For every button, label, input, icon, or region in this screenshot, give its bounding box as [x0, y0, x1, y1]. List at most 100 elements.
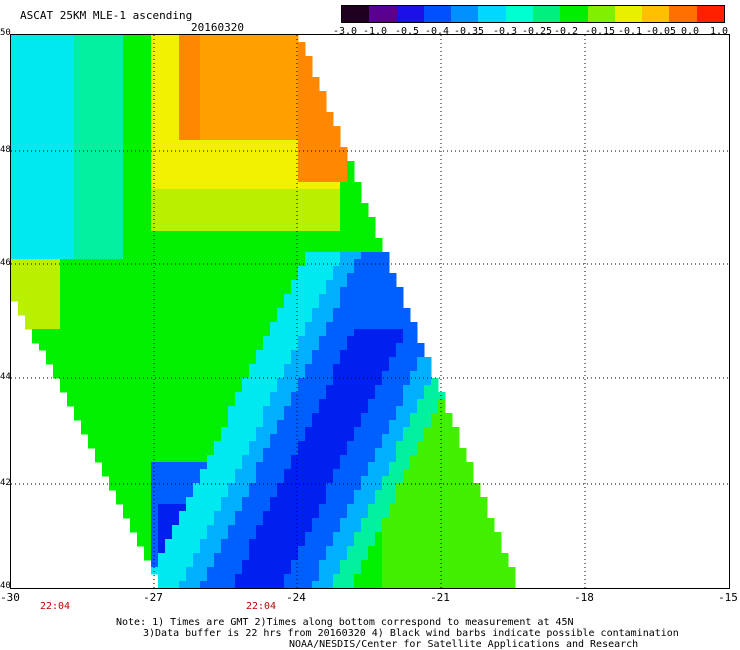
swath-cell	[319, 329, 327, 337]
swath-cell	[179, 420, 187, 428]
swath-cell	[256, 497, 264, 505]
swath-cell	[277, 35, 285, 43]
swath-cell	[67, 231, 75, 239]
swath-cell	[123, 357, 131, 365]
swath-cell	[151, 147, 159, 155]
swath-cell	[312, 357, 320, 365]
swath-cell	[291, 273, 299, 281]
swath-cell	[326, 539, 334, 547]
swath-cell	[200, 350, 208, 358]
swath-cell	[361, 413, 369, 421]
swath-cell	[39, 273, 47, 281]
swath-cell	[326, 119, 334, 127]
swath-cell	[67, 392, 75, 400]
swath-cell	[403, 567, 411, 575]
swath-cell	[116, 343, 124, 351]
swath-cell	[249, 294, 257, 302]
swath-cell	[305, 567, 313, 575]
swath-cell	[186, 91, 194, 99]
swath-cell	[242, 413, 250, 421]
swath-cell	[347, 525, 355, 533]
swath-cell	[214, 511, 222, 519]
swath-cell	[249, 567, 257, 575]
swath-cell	[361, 336, 369, 344]
swath-cell	[74, 378, 82, 386]
swath-cell	[368, 322, 376, 330]
swath-cell	[207, 238, 215, 246]
swath-cell	[200, 469, 208, 477]
swath-cell	[417, 378, 425, 386]
swath-cell	[263, 378, 271, 386]
swath-cell	[368, 280, 376, 288]
swath-cell	[102, 161, 110, 169]
swath-cell	[25, 203, 33, 211]
swath-cell	[116, 84, 124, 92]
swath-cell	[25, 259, 33, 267]
swath-cell	[312, 133, 320, 141]
swath-cell	[354, 378, 362, 386]
swath-cell	[158, 315, 166, 323]
swath-cell	[389, 287, 397, 295]
swath-cell	[228, 483, 236, 491]
swath-cell	[445, 560, 453, 568]
swath-cell	[438, 406, 446, 414]
swath-cell	[263, 56, 271, 64]
swath-cell	[319, 413, 327, 421]
swath-cell	[137, 98, 145, 106]
swath-cell	[151, 560, 159, 568]
swath-cell	[95, 63, 103, 71]
swath-cell	[165, 126, 173, 134]
swath-cell	[368, 413, 376, 421]
swath-cell	[382, 371, 390, 379]
swath-cell	[228, 259, 236, 267]
swath-cell	[340, 483, 348, 491]
swath-cell	[389, 371, 397, 379]
swath-cell	[81, 336, 89, 344]
swath-cell	[18, 217, 26, 225]
swath-cell	[452, 462, 460, 470]
swath-cell	[11, 224, 19, 232]
swath-cell	[158, 420, 166, 428]
swath-cell	[256, 483, 264, 491]
swath-cell	[256, 161, 264, 169]
swath-cell	[46, 259, 54, 267]
swath-cell	[88, 105, 96, 113]
swath-cell	[249, 462, 257, 470]
swath-cell	[431, 434, 439, 442]
colorbar-tick-label: -3.0	[332, 26, 358, 37]
swath-cell	[179, 497, 187, 505]
swath-cell	[46, 56, 54, 64]
swath-cell	[11, 63, 19, 71]
swath-cell	[368, 301, 376, 309]
swath-cell	[403, 392, 411, 400]
swath-cell	[81, 329, 89, 337]
swath-cell	[88, 329, 96, 337]
swath-cell	[109, 140, 117, 148]
swath-cell	[228, 273, 236, 281]
swath-cell	[151, 189, 159, 197]
swath-cell	[333, 301, 341, 309]
swath-cell	[200, 385, 208, 393]
swath-cell	[46, 175, 54, 183]
swath-cell	[186, 182, 194, 190]
swath-cell	[508, 581, 516, 588]
swath-cell	[228, 322, 236, 330]
swath-cell	[270, 525, 278, 533]
swath-cell	[235, 42, 243, 50]
swath-cell	[235, 231, 243, 239]
swath-cell	[200, 175, 208, 183]
swath-cell	[53, 322, 61, 330]
swath-cell	[39, 70, 47, 78]
swath-cell	[284, 483, 292, 491]
swath-cell	[326, 196, 334, 204]
swath-cell	[165, 497, 173, 505]
swath-cell	[123, 154, 131, 162]
swath-cell	[137, 476, 145, 484]
swath-cell	[410, 434, 418, 442]
swath-cell	[186, 140, 194, 148]
swath-cell	[277, 203, 285, 211]
swath-cell	[249, 168, 257, 176]
swath-cell	[284, 504, 292, 512]
swath-cell	[473, 518, 481, 526]
swath-cell	[256, 91, 264, 99]
